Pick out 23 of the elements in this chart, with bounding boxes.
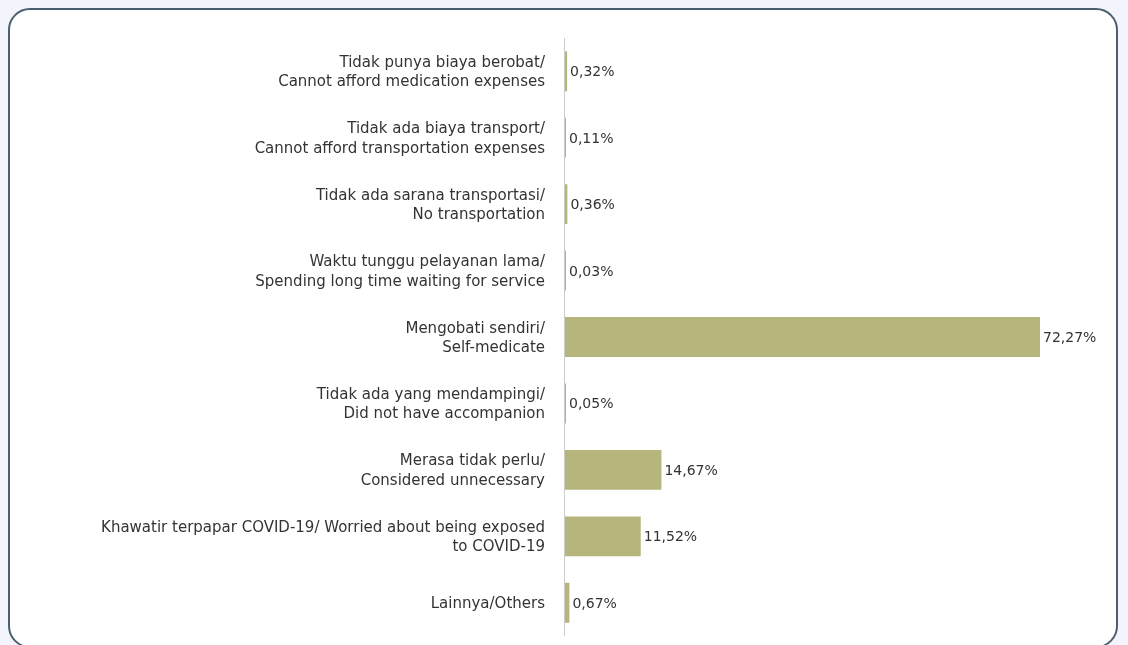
data-label: 72,27% [1043, 329, 1097, 345]
y-tick-label: Merasa tidak perlu/ Considered unnecessary [360, 451, 546, 489]
y-tick-label: Lainnya/Others [430, 594, 546, 613]
data-label: 0,05% [569, 395, 614, 412]
y-tick-label: Khawatir terpapar COVID-19/ Worried about being exposed to COVID-19 [101, 517, 545, 556]
y-tick-label: Waktu tunggu pelayanan lama/ Spending long time waiting for service [255, 252, 546, 290]
bar [565, 51, 568, 92]
data-label: 11,52% [643, 528, 698, 545]
y-tick-label: Tidak ada biaya transport/ Cannot afford transportation expenses [254, 119, 546, 157]
bar [565, 516, 641, 557]
bar [565, 449, 662, 490]
data-label: 0,03% [569, 262, 614, 279]
y-tick-label: Tidak ada sarana transportasi/ No transportation [314, 185, 546, 224]
data-label: 0,67% [572, 594, 617, 611]
y-tick-label: Tidak ada yang mendampingi/ Did not have accompanion [315, 384, 546, 423]
data-label: 0,11% [569, 129, 614, 146]
data-label: 0,36% [570, 196, 615, 213]
bar [565, 317, 1040, 357]
data-label: 14,67% [664, 461, 718, 478]
bar [565, 582, 570, 623]
y-tick-label: Tidak punya biaya berobat/ Cannot afford medication expenses [278, 52, 546, 91]
y-tick-label: Mengobati sendiri/ Self-medicate [405, 318, 546, 356]
data-label: 0,32% [570, 63, 615, 80]
